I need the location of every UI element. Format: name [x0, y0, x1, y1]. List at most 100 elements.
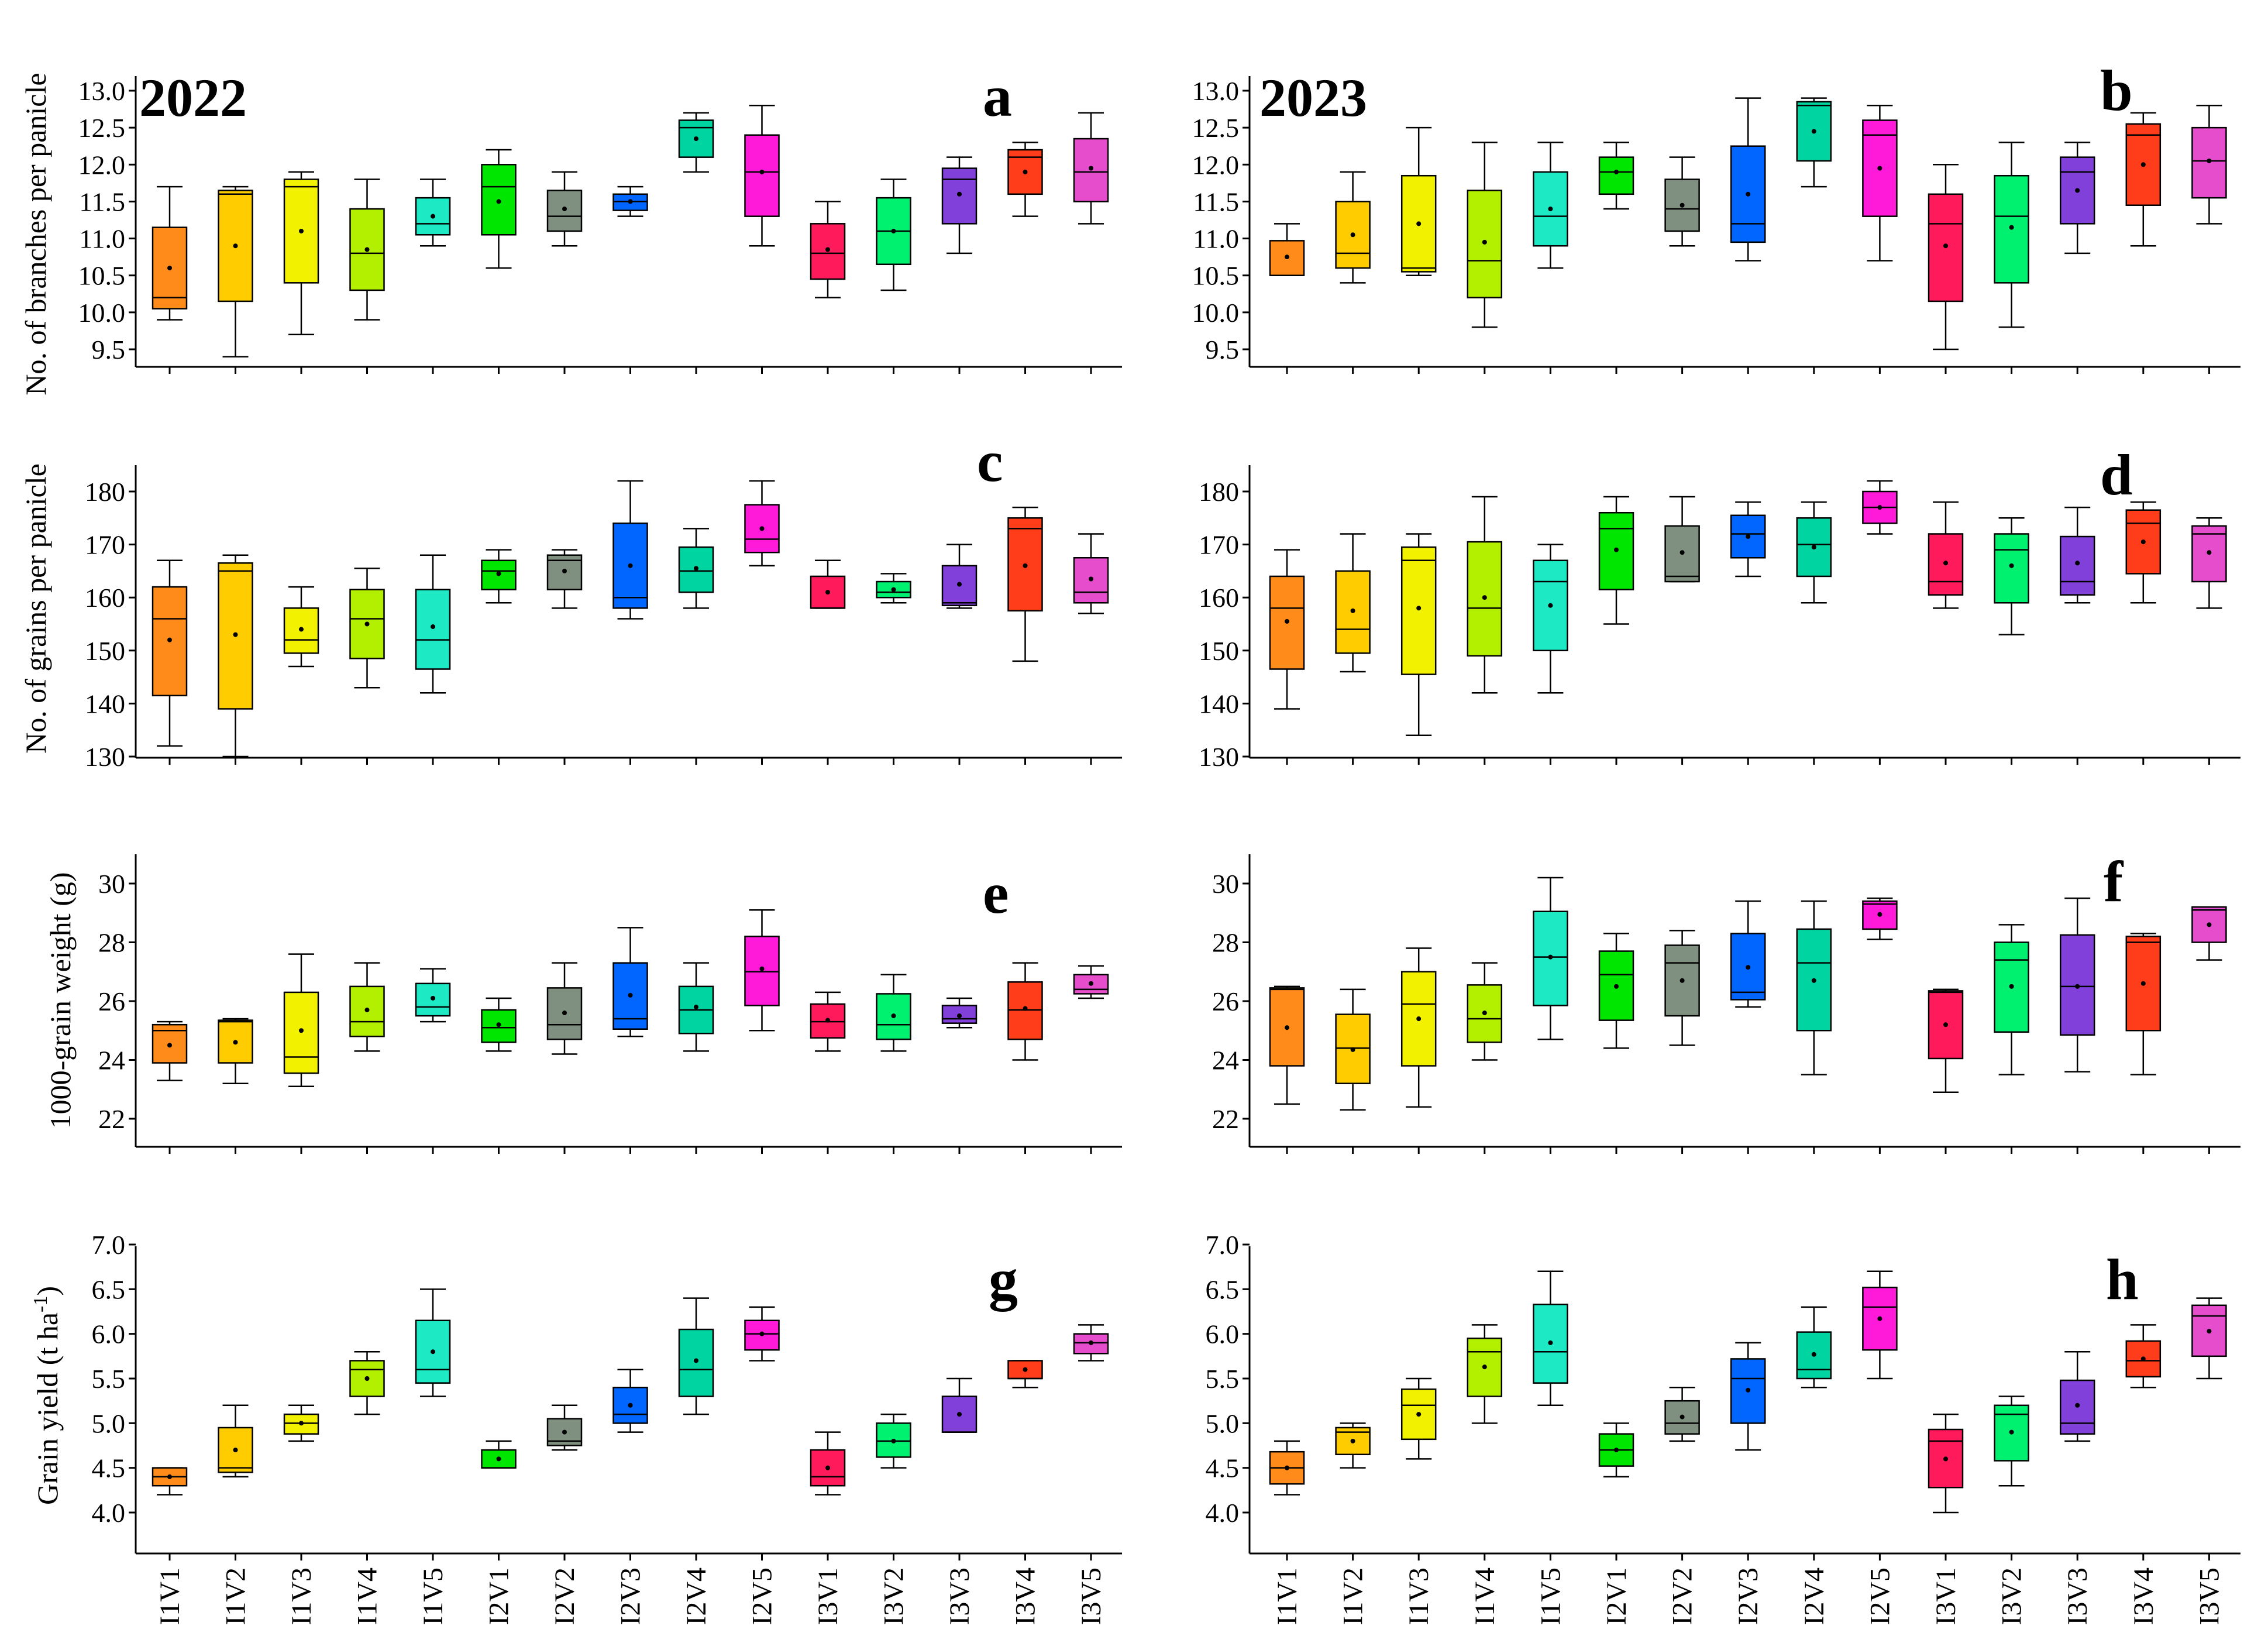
x-category-label: I3V4: [2128, 1568, 2159, 1625]
mean-point: [759, 966, 765, 971]
mean-point: [1023, 563, 1028, 568]
mean-point: [1614, 984, 1619, 989]
mean-point: [1811, 1352, 1816, 1357]
x-category-label: I2V4: [1799, 1568, 1830, 1625]
box-I3V4: [2125, 112, 2162, 247]
box-I2V4: [678, 528, 714, 609]
box-I3V2: [1994, 517, 2029, 635]
mean-point: [1416, 1016, 1422, 1022]
mean-point: [364, 247, 370, 252]
y-tick-label: 140: [1199, 689, 1239, 719]
y-tick-label: 26: [1212, 987, 1239, 1016]
box-I2V4: [678, 962, 714, 1052]
mean-point: [1548, 954, 1553, 960]
box-I1V4: [349, 1350, 385, 1415]
y-tick-label: 130: [85, 742, 125, 772]
box-I2V5: [744, 480, 780, 567]
y-axis-title: Grain yield (t ha-1): [30, 1286, 64, 1505]
y-axis-title-text: No. of branches per panicle: [19, 73, 52, 395]
mean-point: [1877, 912, 1882, 917]
box-I2V5: [1862, 480, 1898, 535]
x-category-label: I3V3: [2062, 1568, 2093, 1625]
y-tick-label: 180: [1199, 477, 1239, 507]
box-I3V2: [876, 1413, 911, 1469]
mean-point: [1548, 207, 1553, 212]
box-iqr: [1073, 1333, 1109, 1355]
mean-point: [628, 992, 633, 998]
mean-point: [1680, 202, 1685, 208]
mean-point: [1548, 603, 1553, 608]
panel-letter: e: [983, 861, 1009, 926]
box-iqr: [744, 134, 780, 217]
y-tick-label: 24: [1212, 1046, 1239, 1075]
box-I1V2: [1335, 533, 1371, 673]
y-tick-label: 160: [85, 583, 125, 613]
box-I1V1: [1269, 1440, 1305, 1496]
mean-point: [1877, 166, 1882, 171]
mean-point: [957, 1412, 962, 1417]
mean-point: [1416, 606, 1422, 611]
mean-point: [2140, 981, 2146, 986]
x-category-label: I3V2: [879, 1568, 910, 1625]
box-I1V4: [1467, 1324, 1503, 1424]
box-I2V4: [1796, 97, 1832, 188]
mean-point: [1614, 547, 1619, 552]
box-I3V4: [2125, 501, 2162, 604]
box-I2V1: [1598, 1422, 1634, 1478]
box-I3V3: [2059, 897, 2095, 1073]
year-label: 2023: [1259, 68, 1367, 128]
mean-point: [891, 1438, 896, 1443]
box-I1V2: [218, 554, 253, 758]
x-category-label: I1V1: [1272, 1568, 1303, 1625]
box-I1V5: [415, 1288, 451, 1397]
mean-point: [1089, 166, 1093, 171]
mean-point: [299, 627, 304, 632]
x-category-label: I2V1: [484, 1568, 515, 1625]
box-I3V1: [1928, 501, 1964, 609]
box-I1V4: [349, 962, 385, 1052]
box-I3V5: [2191, 906, 2227, 961]
y-tick-label: 10.5: [1192, 261, 1240, 291]
mean-point: [431, 1349, 435, 1355]
box-I3V4: [2125, 933, 2162, 1075]
y-tick-label: 28: [1212, 928, 1239, 958]
box-I3V1: [810, 559, 846, 609]
box-I1V3: [283, 171, 319, 335]
mean-point: [233, 243, 238, 249]
panel-letter: h: [2106, 1247, 2139, 1312]
box-I2V2: [1664, 1387, 1700, 1442]
mean-point: [299, 228, 304, 233]
box-I1V1: [152, 1467, 188, 1496]
mean-point: [628, 199, 633, 204]
box-I2V3: [612, 927, 648, 1037]
mean-point: [1416, 221, 1422, 226]
mean-point: [1350, 608, 1355, 613]
mean-point: [1416, 1412, 1422, 1417]
box-I2V1: [481, 549, 517, 604]
mean-point: [1746, 965, 1751, 970]
mean-point: [1746, 1387, 1751, 1393]
box-I3V4: [1007, 1360, 1043, 1388]
y-tick-label: 7.0: [92, 1230, 126, 1260]
y-tick-label: 22: [1212, 1104, 1239, 1134]
box-I3V5: [1073, 112, 1109, 225]
box-I1V1: [152, 185, 188, 321]
y-axis-title-text: 1000-grain weight (g): [44, 872, 77, 1129]
mean-point: [496, 571, 501, 576]
x-category-label: I2V3: [615, 1568, 646, 1625]
y-tick-label: 6.5: [1206, 1274, 1240, 1304]
mean-point: [891, 1013, 896, 1019]
mean-point: [1943, 243, 1948, 249]
mean-point: [1680, 1414, 1685, 1419]
box-I1V5: [1533, 877, 1568, 1040]
box-I1V3: [1400, 1377, 1437, 1460]
box-I3V4: [1007, 962, 1043, 1061]
y-tick-label: 12.0: [78, 150, 126, 180]
box-I1V1: [152, 559, 188, 747]
mean-point: [759, 526, 765, 531]
box-I3V3: [2059, 506, 2095, 604]
box-I3V4: [1007, 506, 1043, 662]
y-tick-label: 140: [85, 689, 125, 719]
box-I2V1: [481, 1440, 517, 1469]
